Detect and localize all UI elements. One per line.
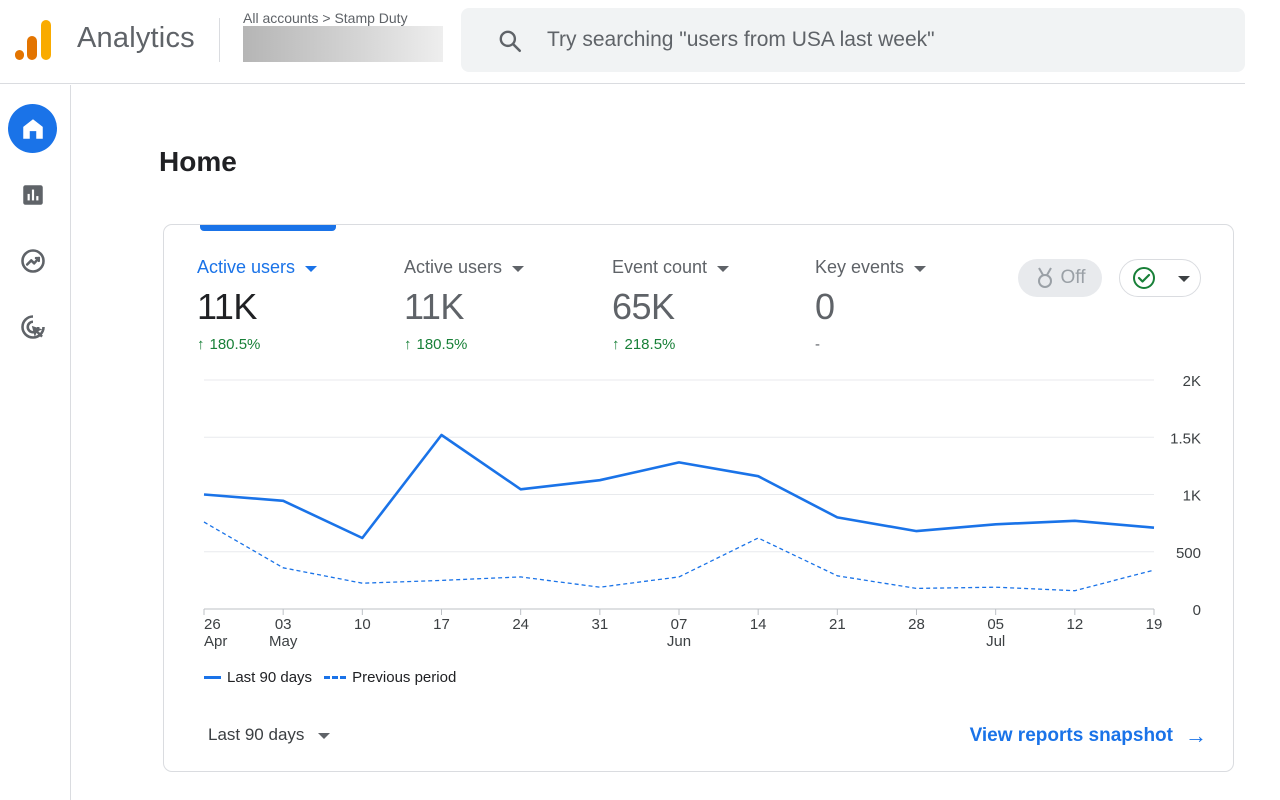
x-tick-label: 05	[987, 616, 1004, 633]
y-tick-label: 500	[1176, 545, 1201, 562]
x-tick-label: 31	[591, 616, 608, 633]
x-tick-label: 12	[1066, 616, 1083, 633]
x-tick-label: 19	[1146, 616, 1163, 633]
metric-value: 11K	[197, 286, 257, 327]
home-icon	[22, 118, 43, 139]
nav-explore[interactable]	[8, 236, 57, 285]
metric-value: 0	[815, 286, 835, 327]
reports-icon	[22, 184, 43, 205]
analytics-logo[interactable]	[14, 18, 54, 62]
check-circle-icon	[1133, 267, 1155, 289]
x-tick-label: 03	[275, 616, 292, 633]
y-tick-label: 1K	[1183, 488, 1201, 505]
x-tick-label: 21	[829, 616, 846, 633]
metric-tab-active-users[interactable]: Active users 11K ↑ 180.5%	[197, 257, 318, 353]
legend-dashed-swatch	[324, 676, 347, 679]
advertising-icon	[20, 314, 45, 339]
arrow-up-icon: ↑	[612, 336, 620, 353]
x-tick-label: 24	[512, 616, 529, 633]
chevron-down-icon	[512, 265, 525, 272]
y-tick-label: 2K	[1183, 373, 1201, 390]
date-range-label: Last 90 days	[208, 725, 305, 744]
x-tick-label: 28	[908, 616, 925, 633]
arrow-up-icon: ↑	[197, 336, 205, 353]
x-tick-sublabel: Apr	[204, 633, 227, 650]
metric-change: ↑ 180.5%	[197, 336, 261, 353]
y-tick-label: 0	[1193, 602, 1201, 619]
view-reports-snapshot-link[interactable]: View reports snapshot →	[970, 723, 1207, 749]
legend-label: Previous period	[352, 669, 457, 686]
metric-label[interactable]: Key events	[815, 257, 927, 278]
data-quality-button[interactable]	[1119, 259, 1201, 297]
chevron-down-icon	[717, 265, 730, 272]
selected-tab-indicator	[200, 225, 336, 231]
nav-home[interactable]	[8, 104, 57, 153]
chevron-down-icon	[914, 265, 927, 272]
metric-change: ↑ 180.5%	[404, 336, 468, 353]
snapshot-link-label: View reports snapshot	[969, 725, 1173, 746]
legend-label: Last 90 days	[227, 669, 313, 686]
app-name: Analytics	[77, 22, 195, 54]
chevron-down-icon	[305, 265, 318, 272]
overview-card: Active users 11K ↑ 180.5% Active users 11…	[163, 224, 1234, 772]
legend-item-current: Last 90 days	[204, 669, 312, 686]
previous-period-line	[203, 521, 1155, 592]
date-range-selector[interactable]: Last 90 days	[208, 725, 331, 745]
chart-legend: Last 90 days Previous period	[204, 669, 468, 686]
metric-tab-event-count[interactable]: Event count 65K ↑ 218.5%	[612, 257, 730, 353]
arrow-right-icon: →	[1185, 723, 1207, 748]
metric-change: ↑ 218.5%	[612, 336, 676, 353]
legend-solid-swatch	[204, 676, 221, 679]
header-divider	[219, 18, 220, 62]
search-bar[interactable]	[461, 8, 1245, 72]
explore-icon	[20, 248, 45, 273]
page-title: Home	[159, 146, 237, 177]
breadcrumb[interactable]: All accounts > Stamp Duty	[243, 10, 408, 26]
x-tick-label: 07	[671, 616, 688, 633]
x-tick-sublabel: Jun	[667, 633, 691, 650]
current-period-line	[203, 433, 1155, 540]
x-tick-label: 26	[204, 616, 221, 633]
nav-reports[interactable]	[8, 170, 57, 219]
left-nav-rail	[0, 85, 71, 800]
x-tick-sublabel: Jul	[986, 633, 1005, 650]
x-tick-label: 14	[750, 616, 767, 633]
metric-label[interactable]: Event count	[612, 257, 730, 278]
x-tick-sublabel: May	[269, 633, 298, 650]
x-tick-label: 17	[433, 616, 450, 633]
insights-toggle[interactable]: Off	[1018, 259, 1102, 297]
legend-item-previous: Previous period	[324, 669, 456, 686]
metric-value: 65K	[612, 286, 675, 327]
chevron-down-icon	[318, 733, 331, 739]
metric-label[interactable]: Active users	[404, 257, 525, 278]
metric-change: -	[815, 336, 820, 353]
metric-label[interactable]: Active users	[197, 257, 318, 278]
y-tick-label: 1.5K	[1170, 430, 1201, 447]
nav-advertising[interactable]	[8, 302, 57, 351]
chevron-down-icon	[1178, 276, 1190, 282]
x-tick-label: 10	[354, 616, 371, 633]
metric-value: 11K	[404, 286, 464, 327]
top-bar: Analytics All accounts > Stamp Duty	[0, 0, 1245, 84]
arrow-up-icon: ↑	[404, 336, 412, 353]
search-input[interactable]	[547, 8, 1227, 72]
metric-tab-active-users-2[interactable]: Active users 11K ↑ 180.5%	[404, 257, 525, 353]
metric-tab-key-events[interactable]: Key events 0 -	[815, 257, 927, 353]
account-selector[interactable]	[243, 26, 443, 62]
search-icon	[499, 30, 522, 53]
insights-toggle-label: Off	[1060, 267, 1086, 288]
medal-icon	[1037, 267, 1052, 288]
